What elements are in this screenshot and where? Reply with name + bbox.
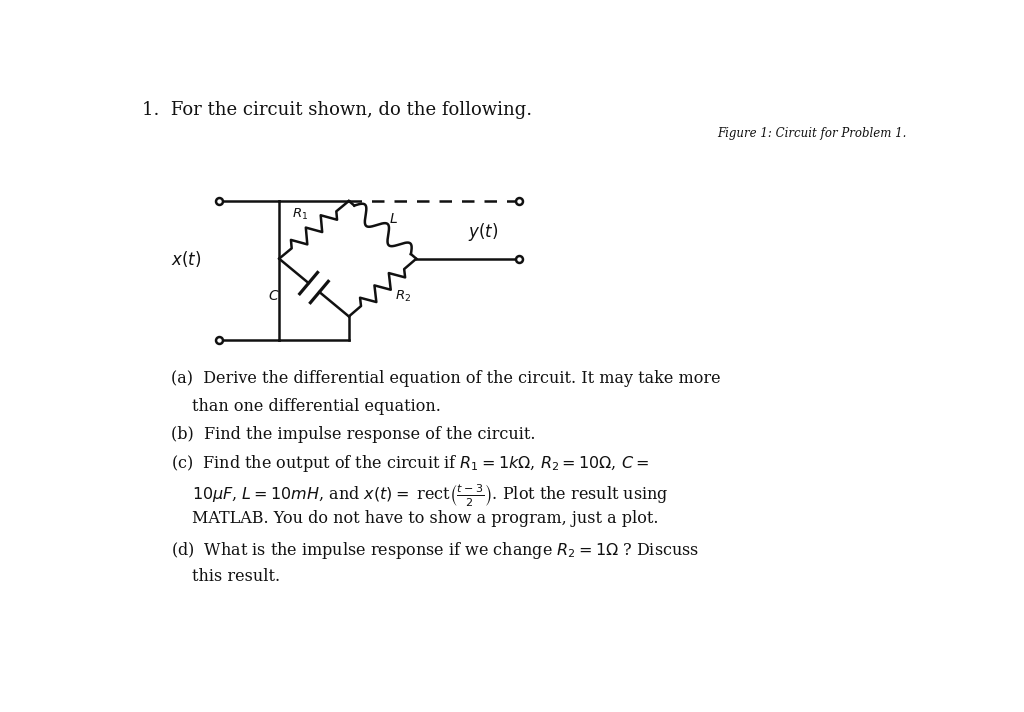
Text: (d)  What is the impulse response if we change $R_2 = 1\Omega$ ? Discuss: (d) What is the impulse response if we c… xyxy=(171,540,698,561)
Text: $x(t)$: $x(t)$ xyxy=(171,248,202,268)
Text: $y(t)$: $y(t)$ xyxy=(468,221,498,243)
Text: than one differential equation.: than one differential equation. xyxy=(191,398,440,415)
Text: $10\mu F$, $L = 10mH$, and $x\left(t\right) = $ rect$\left(\frac{t-3}{2}\right)$: $10\mu F$, $L = 10mH$, and $x\left(t\rig… xyxy=(191,482,668,508)
Text: (a)  Derive the differential equation of the circuit. It may take more: (a) Derive the differential equation of … xyxy=(171,370,720,387)
Text: MATLAB. You do not have to show a program, just a plot.: MATLAB. You do not have to show a progra… xyxy=(191,511,658,528)
Text: $L$: $L$ xyxy=(388,212,397,226)
Text: $C$: $C$ xyxy=(268,289,280,303)
Text: (b)  Find the impulse response of the circuit.: (b) Find the impulse response of the cir… xyxy=(171,426,536,443)
Text: this result.: this result. xyxy=(191,568,280,585)
Text: $R_2$: $R_2$ xyxy=(395,289,412,304)
Text: Figure 1: Circuit for Problem 1.: Figure 1: Circuit for Problem 1. xyxy=(718,127,907,140)
Text: (c)  Find the output of the circuit if $R_1 = 1k\Omega$, $R_2 = 10\Omega$, $C =$: (c) Find the output of the circuit if $R… xyxy=(171,454,649,474)
Text: 1.  For the circuit shown, do the following.: 1. For the circuit shown, do the followi… xyxy=(142,101,532,119)
Text: $R_1$: $R_1$ xyxy=(292,206,308,221)
